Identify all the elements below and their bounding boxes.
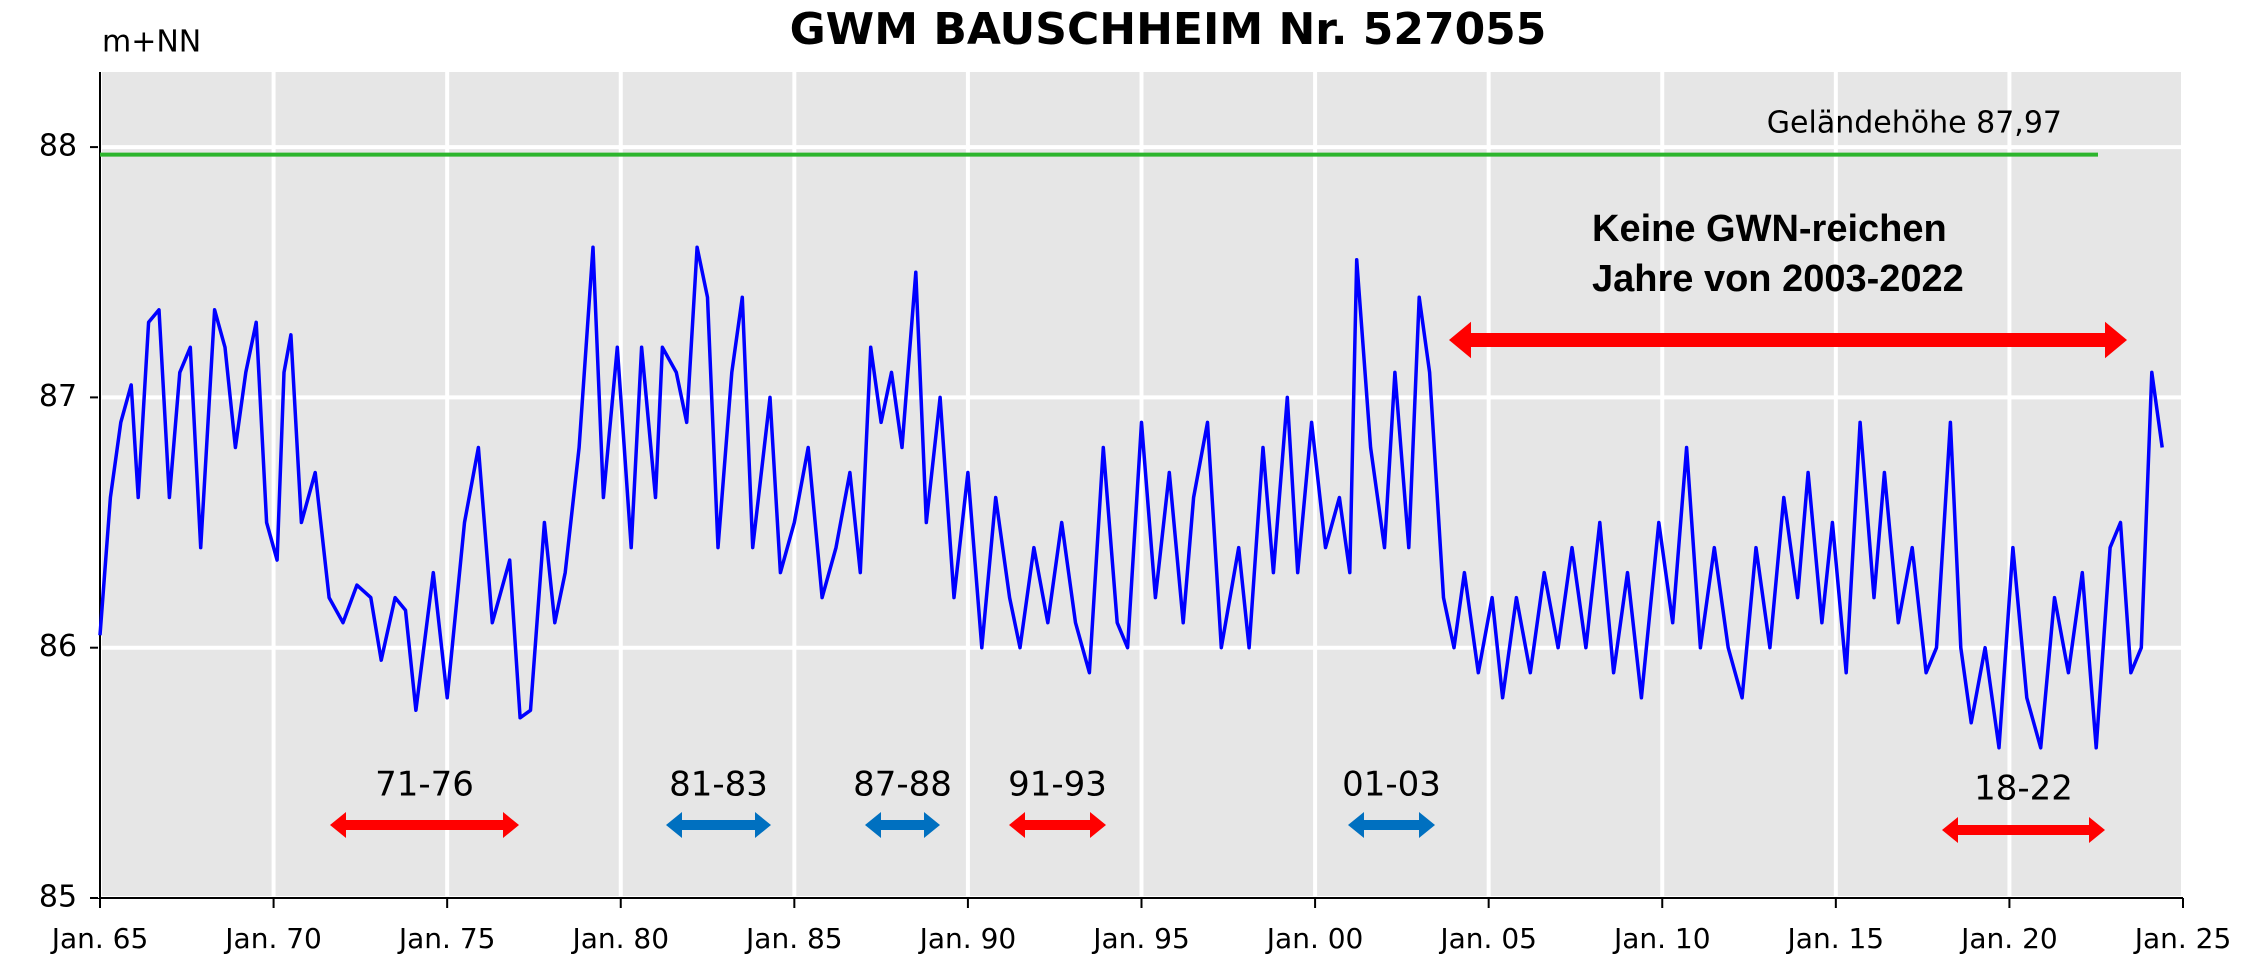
x-tick-label: Jan. 85 xyxy=(744,922,843,955)
period-label: 71-76 xyxy=(375,765,474,805)
x-tick-label: Jan. 05 xyxy=(1438,922,1537,955)
period-label: 18-22 xyxy=(1974,769,2073,809)
x-tick-label: Jan. 90 xyxy=(918,922,1017,955)
chart-title: GWM BAUSCHHEIM Nr. 527055 xyxy=(790,4,1547,55)
x-tick-label: Jan. 75 xyxy=(397,922,496,955)
x-tick-label: Jan. 00 xyxy=(1265,922,1364,955)
period-label: 01-03 xyxy=(1342,765,1441,805)
arrow-head xyxy=(330,812,346,838)
x-tick-label: Jan. 25 xyxy=(2133,922,2232,955)
period-label: 81-83 xyxy=(669,765,768,805)
arrow-head xyxy=(755,812,771,838)
x-tick-label: Jan. 65 xyxy=(50,922,149,955)
y-tick-label: 85 xyxy=(39,880,77,915)
x-tick-label: Jan. 95 xyxy=(1091,922,1190,955)
arrow-head xyxy=(2089,817,2105,843)
arrow-head xyxy=(1090,812,1106,838)
arrow-head xyxy=(1348,812,1364,838)
x-tick-label: Jan. 20 xyxy=(1959,922,2058,955)
period-label: 87-88 xyxy=(853,765,952,805)
arrow-head xyxy=(1009,812,1025,838)
arrow-head xyxy=(1419,812,1435,838)
arrow-head xyxy=(924,812,940,838)
x-tick-label: Jan. 10 xyxy=(1612,922,1711,955)
arrow-head xyxy=(1449,321,1471,359)
arrow-head xyxy=(503,812,519,838)
arrow-head xyxy=(1942,817,1958,843)
period-label: 91-93 xyxy=(1008,765,1107,805)
note-text: Jahre von 2003-2022 xyxy=(1592,258,1964,300)
y-tick-label: 86 xyxy=(39,629,77,664)
x-tick-label: Jan. 70 xyxy=(223,922,322,955)
y-axis-label: m+NN xyxy=(102,25,201,60)
x-tick-label: Jan. 80 xyxy=(570,922,669,955)
note-text: Keine GWN-reichen xyxy=(1592,208,1947,250)
arrow-head xyxy=(666,812,682,838)
arrow-head xyxy=(2105,321,2127,359)
x-tick-label: Jan. 15 xyxy=(1786,922,1885,955)
threshold-label: Geländehöhe 87,97 xyxy=(1767,106,2062,141)
y-tick-label: 87 xyxy=(39,379,77,414)
arrow-head xyxy=(865,812,881,838)
series-line xyxy=(98,245,2164,750)
y-tick-label: 88 xyxy=(39,129,77,164)
